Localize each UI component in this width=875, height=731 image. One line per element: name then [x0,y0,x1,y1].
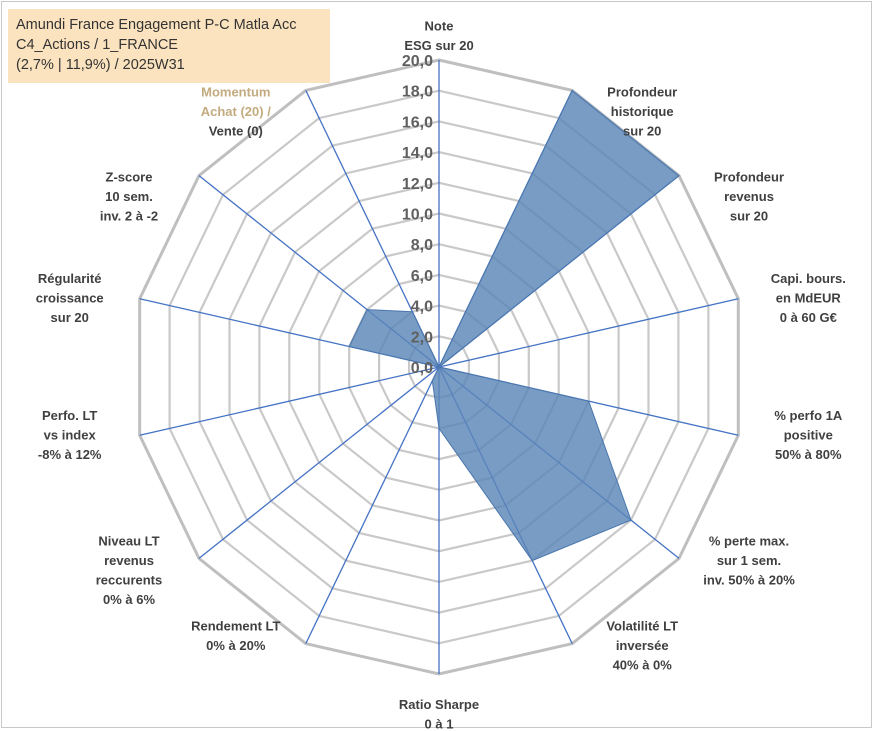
series-area [348,89,680,562]
axis-label-2: Profondeur historique sur 20 [607,84,677,138]
tick-label: 2,0 [411,329,433,346]
spoke-line [438,298,739,368]
axis-label-14: Momentum Achat (20) / Vente (0) [201,84,271,138]
spoke-line [139,366,440,436]
chart-title-line-2: C4_Actions / 1_FRANCE [16,37,178,53]
axis-label-3: Profondeur revenus sur 20 [714,170,784,224]
axis-label-line: Profondeur [714,170,784,185]
axis-label-line: 0 à 1 [425,717,454,731]
axis-label-9: Rendement LT 0% à 20% [191,619,280,654]
chart-title-box: Amundi France Engagement P-C Matla Acc C… [8,9,330,83]
axis-label-4: Capi. bours. en MdEUR 0 à 60 G€ [771,271,846,325]
radar-axis-labels: Note ESG sur 20 Profondeur historique sur 20… [36,19,846,731]
axis-label-line: 0 à 60 G€ [780,310,837,325]
axis-label-line: Achat (20) / [201,104,271,119]
tick-label: 6,0 [411,268,433,285]
axis-label-line: Profondeur [607,84,677,99]
axis-label-line: ESG sur 20 [404,38,473,53]
axis-label-5: % perfo 1A positive 50% à 80% [774,408,843,462]
spoke-line [305,366,440,644]
chart-title-line-3: (2,7% | 11,9%) / 2025W31 [16,57,185,73]
tick-label: 18,0 [402,84,433,101]
axis-label-line: % perte max. [709,533,789,548]
axis-label-line: sur 20 [51,310,89,325]
axis-label-line: sur 20 [623,123,661,138]
axis-label-13: Z-score 10 sem. inv. 2 à -2 [100,170,158,224]
axis-label-line: Z-score [106,170,153,185]
tick-label: 4,0 [411,299,433,316]
tick-label: 8,0 [411,237,433,254]
axis-label-10: Niveau LT revenus reccurents 0% à 6% [96,533,162,607]
axis-label-line: historique [611,104,674,119]
tick-label: 10,0 [402,207,433,224]
axis-label-line: Régularité [38,271,102,286]
axis-label-line: 0% à 6% [103,592,155,607]
axis-label-8: Ratio Sharpe 0 à 1 [399,697,479,731]
axis-label-line: vs index [44,427,97,442]
axis-label-line: Capi. bours. [771,271,846,286]
axis-label-line: Niveau LT [98,533,159,548]
axis-label-line: croissance [36,291,104,306]
tick-label: 12,0 [402,176,433,193]
axis-label-line: 10 sem. [105,189,153,204]
axis-label-line: Ratio Sharpe [399,697,479,712]
axis-label-line: Vente (0) [209,123,263,138]
axis-label-line: inv. 2 à -2 [100,209,158,224]
axis-label-11: Perfo. LT vs index -8% à 12% [38,408,102,462]
axis-label-line: positive [784,427,833,442]
axis-label-line: revenus [724,189,774,204]
tick-label: 20,0 [402,53,433,70]
axis-label-6: % perte max. sur 1 sem. inv. 50% à 20% [703,533,795,587]
axis-label-7: Volatilité LT inversée 40% à 0% [606,619,678,673]
axis-label-line: inversée [616,638,669,653]
radar-series [348,89,680,562]
spoke-line [198,366,440,559]
axis-label-1: Note ESG sur 20 [404,19,473,54]
tick-label: 16,0 [402,114,433,131]
axis-label-line: en MdEUR [776,291,842,306]
axis-label-line: sur 20 [730,209,768,224]
axis-label-line: Volatilité LT [606,619,678,634]
axis-label-line: inv. 50% à 20% [703,572,795,587]
axis-label-line: Note [425,19,454,34]
axis-label-line: 40% à 0% [613,658,673,673]
axis-label-line: % perfo 1A [774,408,843,423]
axis-label-line: reccurents [96,572,162,587]
axis-label-line: -8% à 12% [38,447,102,462]
axis-label-12: Régularité croissance sur 20 [36,271,104,325]
axis-label-line: revenus [104,553,154,568]
axis-label-line: sur 1 sem. [717,553,781,568]
tick-label: 0,0 [411,360,433,377]
radar-tick-labels: 0,0 2,0 4,0 6,0 8,0 10,0 12,0 14,0 16,0 18,0 20,0 [402,53,433,377]
axis-label-line: Rendement LT [191,619,280,634]
axis-label-line: Perfo. LT [42,408,97,423]
chart-title-line-1: Amundi France Engagement P-C Matla Acc [16,17,297,33]
tick-label: 14,0 [402,145,433,162]
axis-label-line: 50% à 80% [775,447,842,462]
axis-label-line: Momentum [201,84,270,99]
axis-label-line: 0% à 20% [206,638,266,653]
